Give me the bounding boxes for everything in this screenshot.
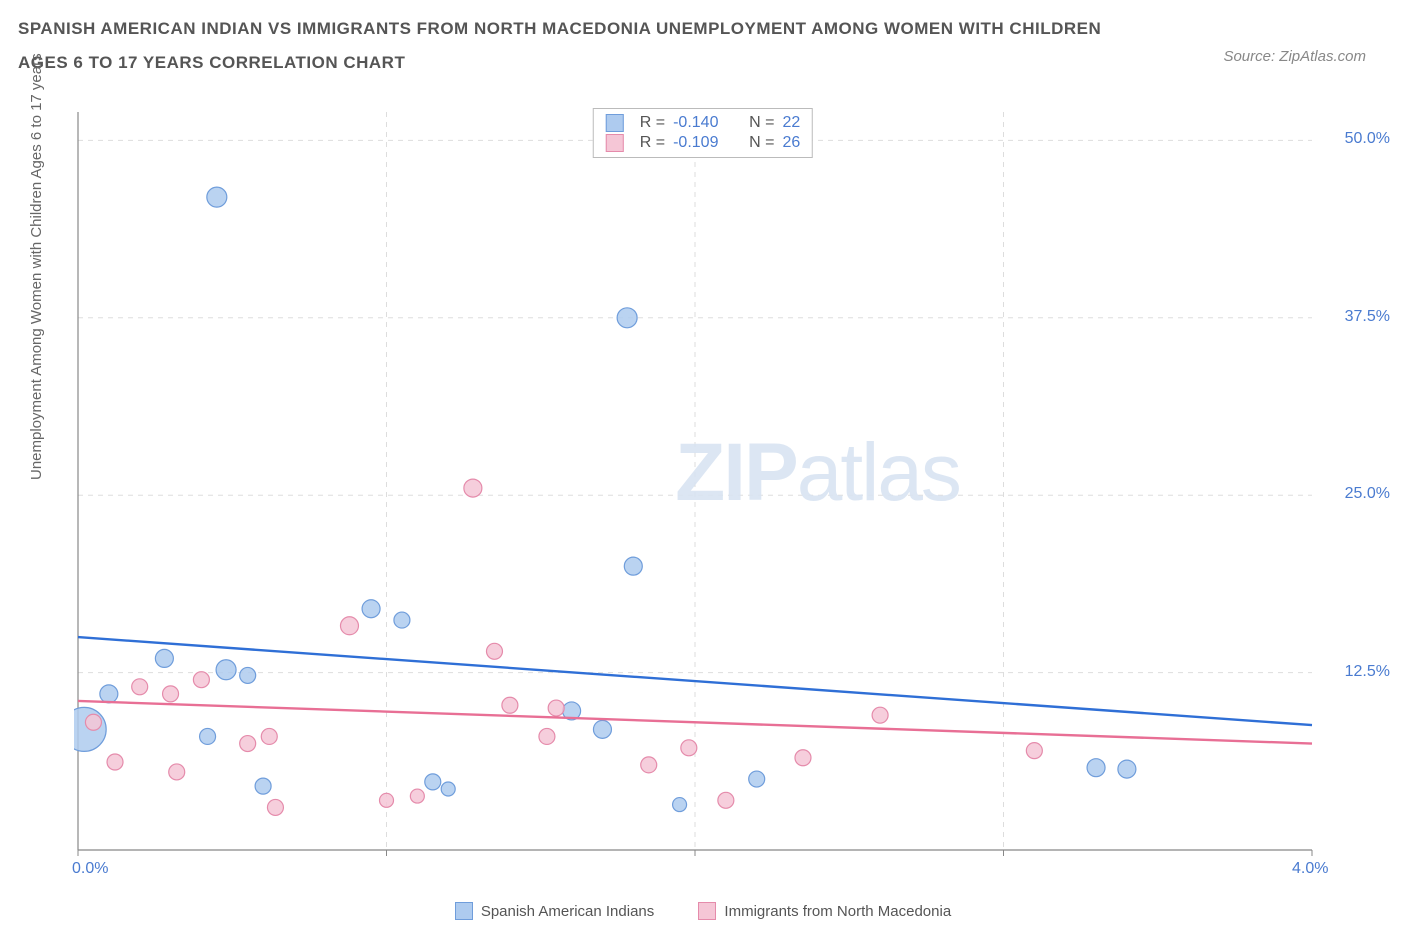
y-tick-label: 25.0% [1345, 485, 1390, 503]
legend-row-1: R = -0.140 N = 22 [606, 113, 800, 133]
x-tick-label: 0.0% [72, 860, 108, 878]
r-label: R = [640, 114, 665, 132]
legend-item-2: Immigrants from North Macedonia [698, 902, 951, 920]
series-legend: Spanish American Indians Immigrants from… [0, 902, 1406, 924]
legend-label-1: Spanish American Indians [481, 903, 654, 920]
r-label: R = [640, 134, 665, 152]
chart-header: SPANISH AMERICAN INDIAN VS IMMIGRANTS FR… [0, 0, 1406, 80]
legend-item-1: Spanish American Indians [455, 902, 654, 920]
n-label: N = [749, 114, 774, 132]
chart-source: Source: ZipAtlas.com [1223, 48, 1366, 65]
correlation-legend: R = -0.140 N = 22 R = -0.109 N = 26 [593, 108, 813, 158]
legend-swatch-2b [698, 902, 716, 920]
y-tick-label: 12.5% [1345, 663, 1390, 681]
n-value-1: 22 [782, 114, 800, 132]
n-value-2: 26 [782, 134, 800, 152]
legend-label-2: Immigrants from North Macedonia [724, 903, 951, 920]
r-value-1: -0.140 [673, 114, 729, 132]
legend-row-2: R = -0.109 N = 26 [606, 133, 800, 153]
x-tick-label: 4.0% [1292, 860, 1328, 878]
y-tick-label: 50.0% [1345, 130, 1390, 148]
legend-swatch-1 [606, 114, 624, 132]
legend-swatch-2 [606, 134, 624, 152]
y-tick-label: 37.5% [1345, 308, 1390, 326]
scatter-plot-svg [74, 108, 1356, 868]
n-label: N = [749, 134, 774, 152]
legend-swatch-1b [455, 902, 473, 920]
chart-title: SPANISH AMERICAN INDIAN VS IMMIGRANTS FR… [18, 12, 1118, 80]
chart-plot-area: ZIPatlas [74, 108, 1356, 868]
y-axis-label: Unemployment Among Women with Children A… [28, 53, 45, 480]
r-value-2: -0.109 [673, 134, 729, 152]
